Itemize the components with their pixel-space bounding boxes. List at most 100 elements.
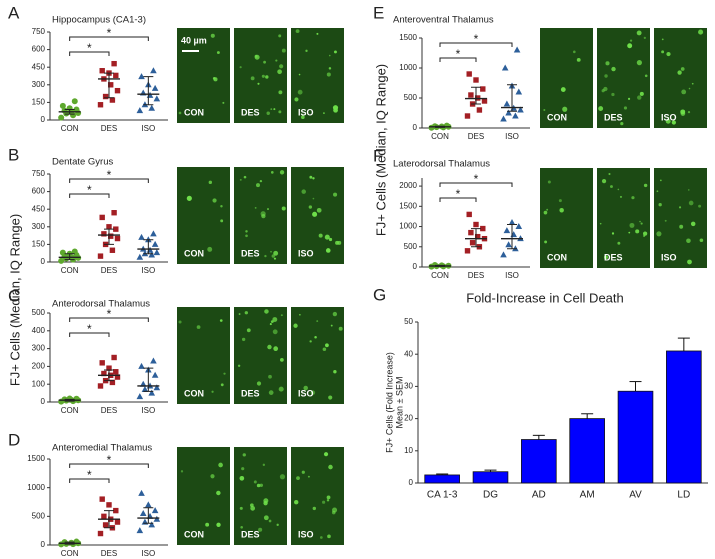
point: [151, 507, 159, 514]
cell-spot: [279, 170, 285, 175]
cell-spot: [278, 90, 283, 95]
cell-spot: [294, 97, 299, 102]
cell-spot: [178, 320, 182, 324]
y-tick-label: 30: [404, 382, 413, 391]
cell-spot: [298, 73, 301, 76]
x-tick-label: CON: [61, 549, 79, 558]
point: [148, 251, 156, 258]
cell-spot: [661, 38, 664, 41]
point: [111, 354, 117, 361]
point: [111, 60, 117, 67]
cell-spot: [598, 106, 604, 111]
micrograph: [597, 168, 650, 268]
cell-spot: [271, 254, 275, 258]
cell-spot: [270, 250, 272, 253]
point: [469, 240, 476, 246]
cell-spot: [216, 490, 221, 496]
y-tick-label: 0: [413, 123, 418, 132]
cell-spot: [279, 474, 286, 480]
y-tick-label: 10: [404, 446, 413, 455]
cell-spot: [558, 199, 562, 203]
cell-spot: [328, 54, 331, 57]
point: [99, 360, 105, 366]
cell-spot: [220, 205, 223, 208]
cell-spot: [258, 527, 263, 532]
cell-spot: [254, 54, 258, 58]
cell-spot: [678, 206, 682, 209]
significance-label: *: [107, 307, 112, 321]
significance-label: *: [456, 187, 461, 201]
cell-spot: [573, 50, 576, 54]
point: [473, 77, 479, 83]
cell-spot: [267, 344, 272, 350]
cell-spot: [309, 175, 313, 179]
y-tick-label: 20: [404, 414, 413, 423]
cell-spot: [322, 347, 327, 352]
x-tick-label: ISO: [141, 406, 155, 415]
cell-spot: [312, 197, 315, 200]
x-tick-label: CON: [61, 266, 79, 275]
y-tick-label: 0: [41, 257, 46, 266]
cell-spot: [280, 314, 283, 317]
cell-spot: [210, 33, 215, 38]
cell-spot: [208, 180, 213, 185]
chart-title: Anteromedial Thalamus: [52, 443, 152, 454]
cell-spot: [677, 70, 682, 75]
bar: [569, 418, 605, 484]
cell-spot: [333, 192, 338, 197]
iqr-bar: [104, 72, 114, 99]
point: [58, 114, 65, 121]
cell-spot: [328, 237, 333, 242]
cell-spot: [617, 241, 621, 245]
point: [138, 73, 145, 80]
x-tick-label: ISO: [505, 271, 519, 280]
point: [476, 107, 483, 113]
point: [466, 211, 472, 218]
point: [138, 233, 145, 240]
cell-spot: [268, 390, 274, 395]
point: [113, 369, 119, 375]
cell-spot: [318, 233, 323, 238]
iqr-bar: [104, 228, 114, 245]
image-label: DES: [241, 107, 260, 117]
image-label: DES: [241, 248, 260, 258]
point: [58, 257, 65, 264]
x-tick-label: LD: [677, 490, 690, 501]
point: [136, 253, 144, 260]
cell-spot: [216, 522, 221, 527]
cell-spot: [272, 317, 278, 322]
y-tick-label: 1500: [399, 33, 417, 42]
y-tick-label: 0: [413, 262, 418, 271]
cell-spot: [691, 82, 694, 85]
x-tick-label: AM: [580, 490, 595, 501]
cell-spot: [543, 210, 548, 215]
image-label: CON: [184, 248, 204, 258]
iqr-bar: [507, 224, 517, 250]
y-tick-label: 500: [404, 242, 418, 251]
point: [505, 109, 512, 116]
cell-spot: [241, 467, 245, 471]
cell-spot: [243, 175, 247, 179]
cell-spot: [664, 219, 667, 222]
iqr-bar: [471, 86, 481, 105]
y-tick-label: 0: [41, 540, 46, 549]
cell-spot: [216, 51, 220, 55]
cell-spot: [261, 74, 265, 78]
cell-spot: [617, 188, 620, 191]
x-tick-label: AD: [532, 490, 546, 501]
point: [139, 380, 147, 387]
y-tick-label: 300: [32, 222, 46, 231]
cell-spot: [544, 240, 548, 244]
image-label: DES: [604, 112, 623, 122]
point: [97, 530, 104, 537]
cell-spot: [658, 203, 662, 207]
significance-bracket: [69, 36, 149, 41]
cell-spot: [661, 50, 665, 54]
cell-spot: [643, 183, 648, 188]
point: [475, 233, 481, 240]
point: [501, 64, 509, 71]
point: [106, 224, 112, 230]
point: [510, 231, 517, 238]
y-tick-label: 50: [404, 317, 413, 326]
cell-spot: [322, 500, 326, 504]
